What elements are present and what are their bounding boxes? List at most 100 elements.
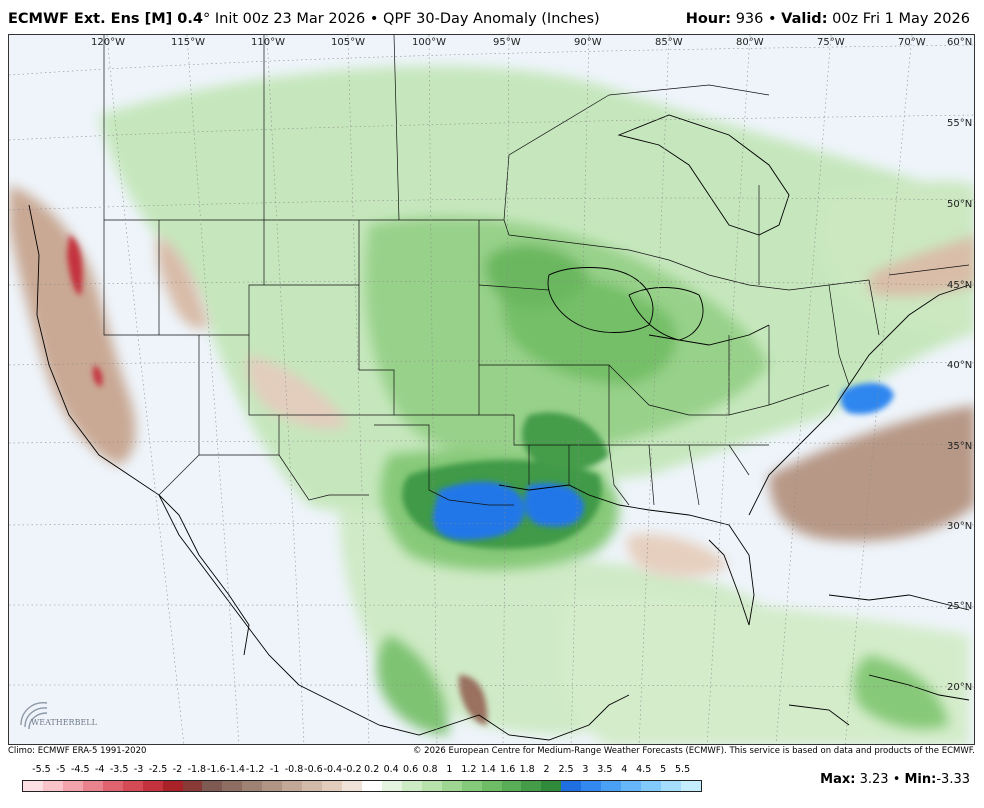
legend-swatch	[521, 781, 542, 791]
legend-swatch	[641, 781, 661, 791]
legend-tick-label: -0.8	[284, 764, 304, 775]
map-panel[interactable]: 120°W 115°W 110°W 105°W 100°W 95°W 90°W …	[8, 34, 975, 745]
legend-tick-label: -1	[269, 764, 280, 775]
legend-swatch	[581, 781, 602, 791]
anomaly-blue-core	[432, 383, 894, 540]
legend-swatch	[541, 781, 562, 791]
legend-tick-label: -0.6	[304, 764, 323, 775]
lat-label: 45°N	[947, 280, 972, 291]
legend-swatch	[501, 781, 522, 791]
legend-tick-label: 4.5	[636, 764, 652, 775]
legend-swatch	[102, 781, 123, 791]
legend-swatch	[621, 781, 642, 791]
legend-tick-label: -2	[172, 764, 183, 775]
lat-label: 60°N	[947, 37, 972, 48]
legend-tick-label: -3.5	[109, 764, 129, 775]
maxmin-separator: •	[892, 772, 901, 787]
legend-swatch	[82, 781, 103, 791]
header: ECMWF Ext. Ens [M] 0.4° Init 00z 23 Mar …	[0, 0, 984, 34]
anomaly-brown-mexico	[459, 675, 488, 725]
product-name: QPF 30-Day Anomaly (Inches)	[383, 11, 600, 27]
max-label: Max:	[820, 772, 856, 787]
legend-swatch	[142, 781, 163, 791]
logo-wordmark: WEATHERBELL	[31, 718, 98, 727]
min-value: -3.33	[936, 772, 970, 787]
legend-swatch	[322, 781, 342, 791]
legend-swatch	[202, 781, 223, 791]
model-name: ECMWF Ext. Ens [M] 0.4	[8, 11, 203, 27]
legend-swatch	[601, 781, 622, 791]
hour-label: Hour:	[685, 11, 732, 27]
init-time: Init 00z 23 Mar 2026	[214, 11, 366, 27]
valid-value: 00z Fri 1 May 2026	[832, 11, 970, 27]
legend-swatch	[42, 781, 63, 791]
legend-tick-label: 1.4	[480, 764, 496, 775]
hour-value: 936	[735, 11, 764, 27]
legend-swatch	[23, 781, 43, 791]
longitude-labels: 120°W 115°W 110°W 105°W 100°W 95°W 90°W …	[91, 37, 926, 48]
graticule	[9, 35, 974, 744]
latitude-labels: 60°N 55°N 50°N 45°N 40°N 35°N 30°N 25°N …	[947, 37, 972, 693]
legend-swatch	[62, 781, 83, 791]
lat-label: 50°N	[947, 199, 972, 210]
degree-symbol: °	[203, 11, 211, 27]
lon-label: 105°W	[331, 37, 365, 48]
legend-swatch	[661, 781, 681, 791]
legend-tick-label: 2.5	[558, 764, 574, 775]
anomaly-red-pockets	[67, 235, 103, 387]
legend-swatch	[361, 781, 382, 791]
lat-label: 30°N	[947, 521, 972, 532]
legend-swatch	[461, 781, 482, 791]
legend-tick-label: 3.5	[597, 764, 613, 775]
anomaly-brown-atlantic	[627, 235, 974, 577]
title-separator: •	[369, 11, 379, 27]
lat-label: 40°N	[947, 360, 972, 371]
legend-swatch	[222, 781, 243, 791]
weatherbell-logo: WEATHERBELL	[20, 702, 98, 730]
max-min-readout: Max: 3.23 • Min:-3.33	[820, 772, 970, 787]
valid-info: Hour: 936 • Valid: 00z Fri 1 May 2026	[686, 11, 970, 27]
legend-tick-label: -1.8	[187, 764, 207, 775]
lat-label: 25°N	[947, 601, 972, 612]
legend-swatch	[561, 781, 582, 791]
legend-bar	[22, 780, 702, 792]
legend-tick-label: -1.6	[207, 764, 226, 775]
legend-swatch	[481, 781, 502, 791]
legend-tick-label: 0.8	[422, 764, 438, 775]
map-canvas: 120°W 115°W 110°W 105°W 100°W 95°W 90°W …	[9, 35, 974, 744]
legend-swatch	[122, 781, 143, 791]
legend-swatch	[381, 781, 402, 791]
legend-tick-label: -0.2	[343, 764, 362, 775]
legend-tick-label: -0.4	[323, 764, 343, 775]
anomaly-brown-west	[9, 185, 349, 465]
lat-label: 20°N	[947, 682, 972, 693]
color-legend: -5.5 -5 -4.5 -4 -3.5 -3 -2.5 -2 -1.8 -1.6 -1.4 -1.2…	[22, 764, 702, 794]
legend-tick-label: -2.5	[148, 764, 168, 775]
legend-labels: -5.5 -5 -4.5 -4 -3.5 -3 -2.5 -2 -1.8 -1.6 -1.4 -1.2…	[22, 764, 702, 778]
legend-tick-label: 2	[543, 764, 550, 775]
legend-swatch	[421, 781, 442, 791]
lat-label: 55°N	[947, 118, 972, 129]
legend-swatch	[262, 781, 283, 791]
legend-swatch	[302, 781, 323, 791]
legend-tick-label: -1.4	[226, 764, 245, 775]
lon-label: 100°W	[412, 37, 446, 48]
lon-label: 95°W	[493, 37, 521, 48]
legend-swatch	[680, 781, 701, 791]
legend-tick-label: -4	[94, 764, 105, 775]
valid-label: Valid:	[781, 11, 828, 27]
legend-tick-label: 1	[446, 764, 453, 775]
legend-tick-label: 0.4	[383, 764, 399, 775]
legend-tick-label: 1.8	[519, 764, 535, 775]
legend-tick-label: 1.6	[500, 764, 516, 775]
lon-label: 70°W	[898, 37, 926, 48]
copyright-note: © 2026 European Centre for Medium-Range …	[412, 746, 975, 756]
lon-label: 110°W	[251, 37, 285, 48]
legend-tick-label: 1.2	[461, 764, 477, 775]
map-title: ECMWF Ext. Ens [M] 0.4° Init 00z 23 Mar …	[8, 11, 600, 27]
lon-label: 90°W	[574, 37, 602, 48]
max-value: 3.23	[859, 772, 889, 787]
legend-swatch	[282, 781, 303, 791]
climo-note: Climo: ECMWF ERA-5 1991-2020	[8, 746, 147, 756]
legend-tick-label: 5.5	[675, 764, 691, 775]
